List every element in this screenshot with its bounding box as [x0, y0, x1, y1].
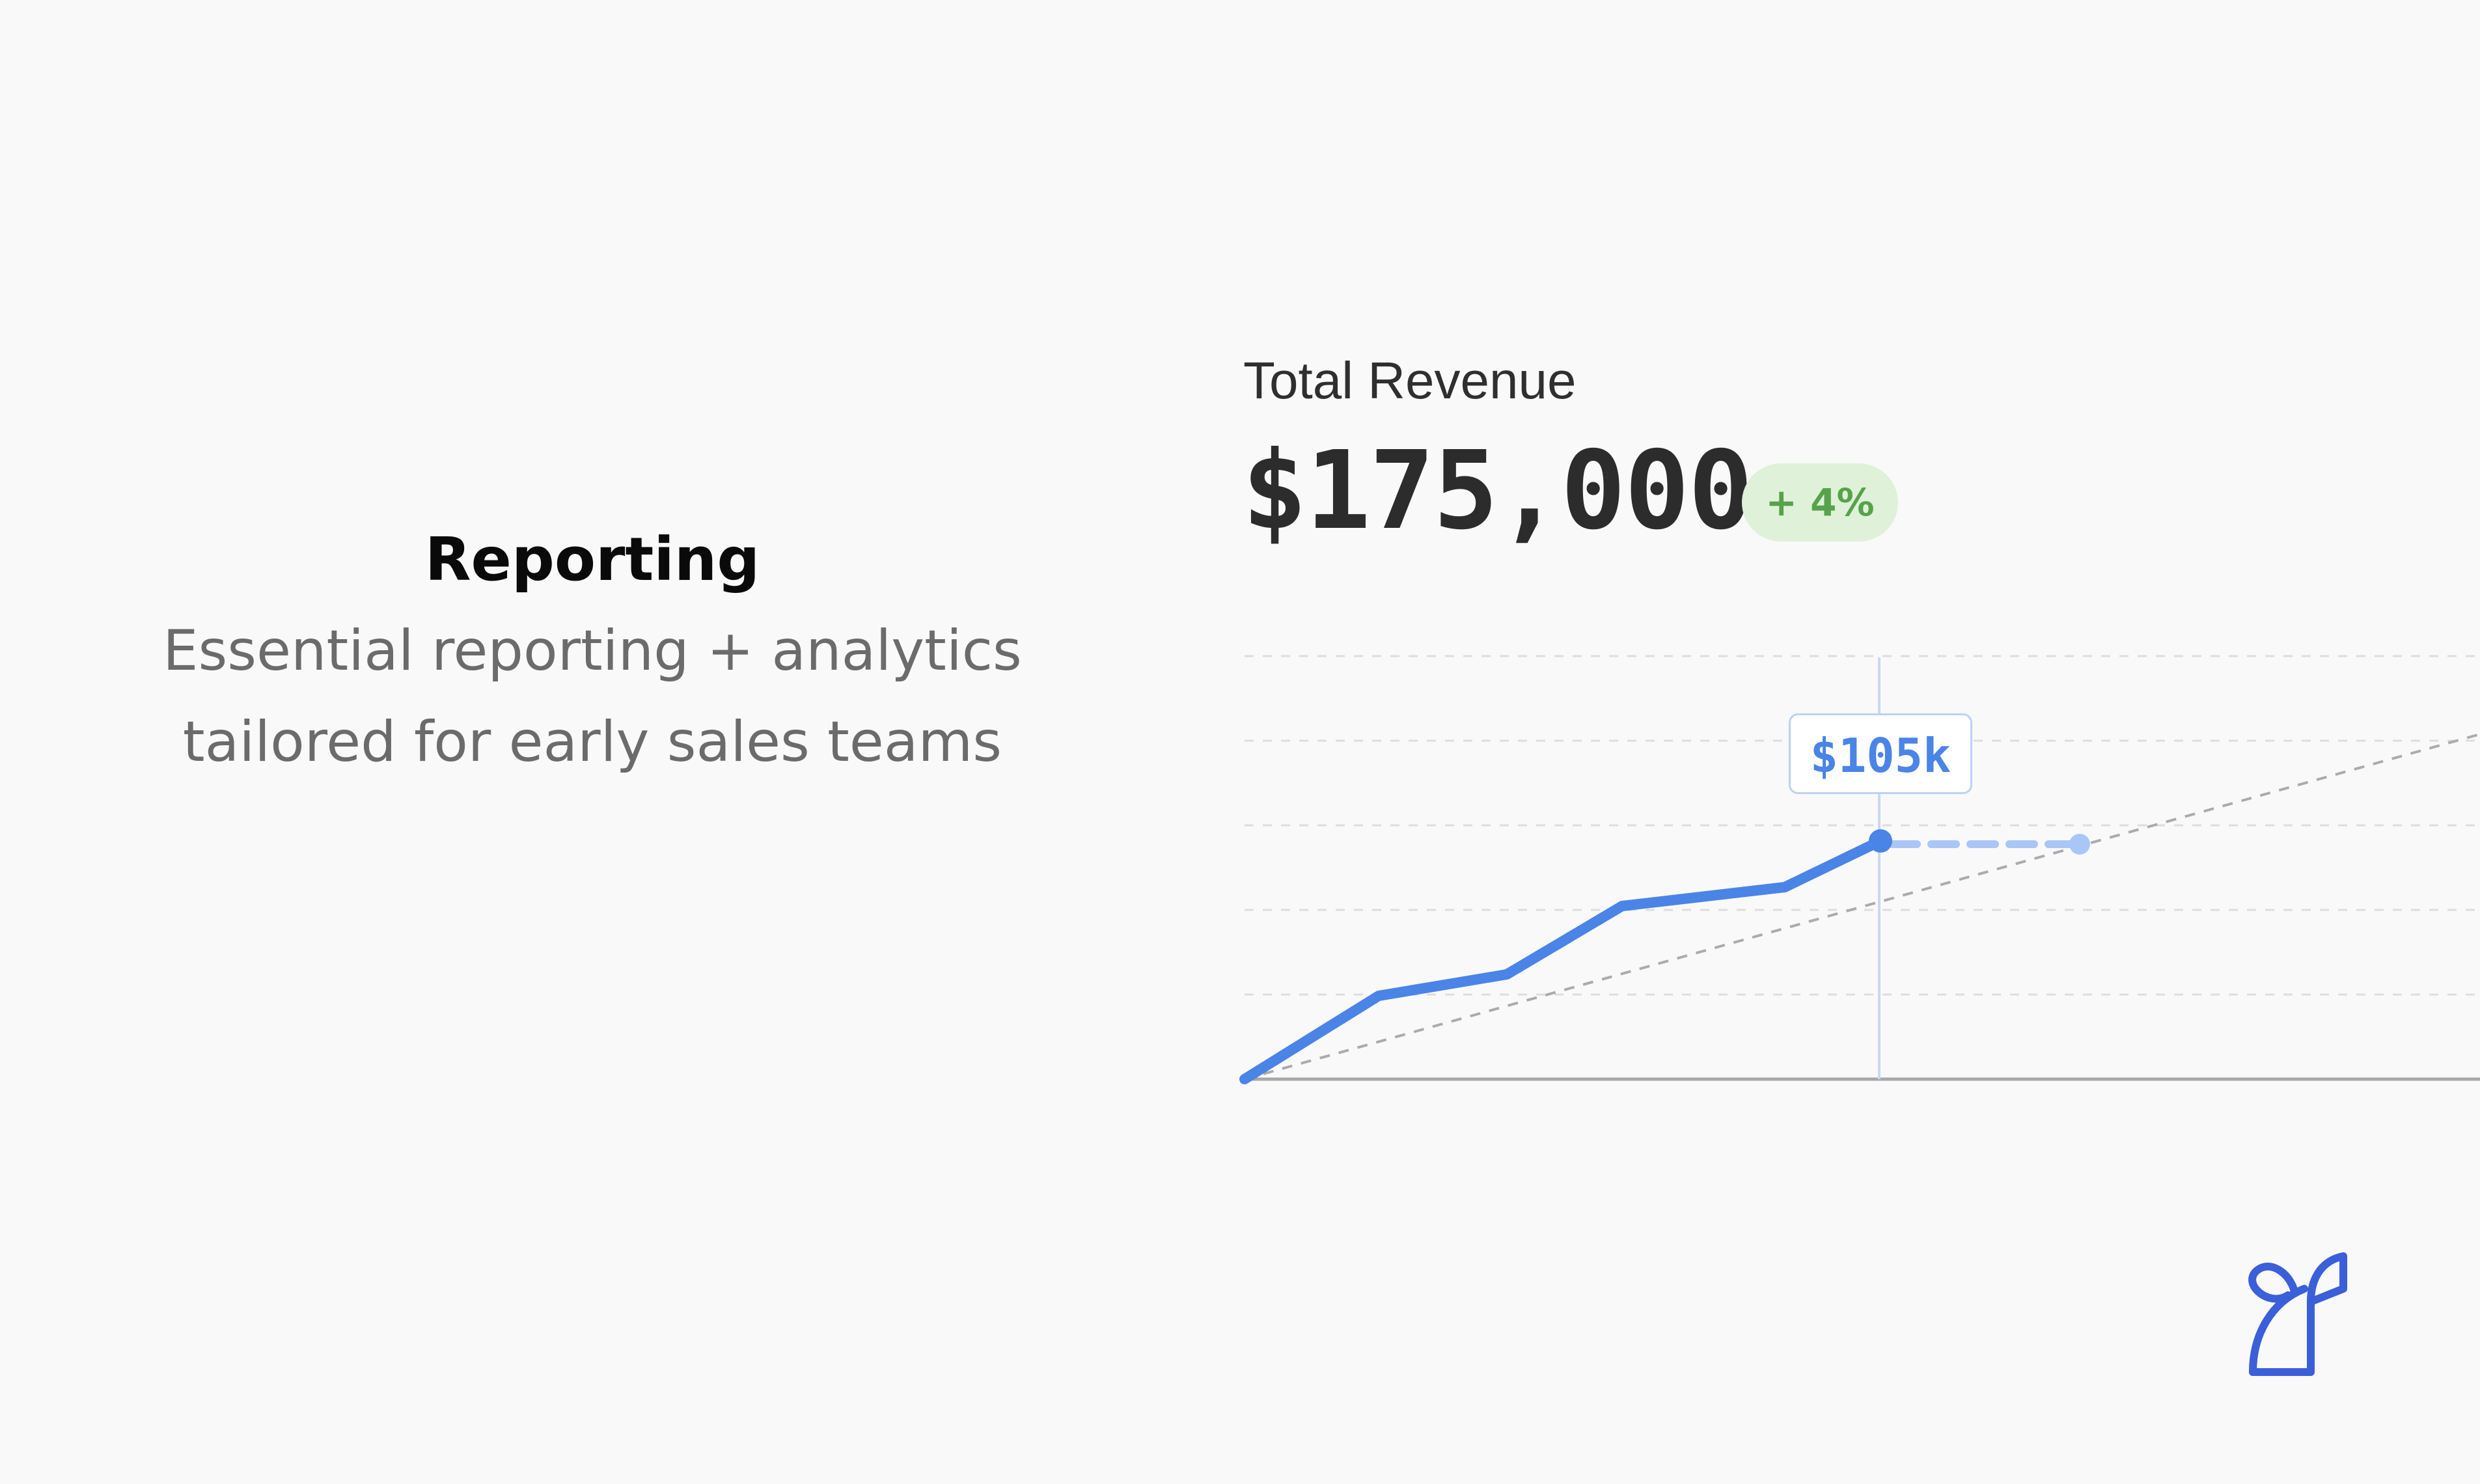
- feature-promo: Reporting Essential reporting + analytic…: [0, 521, 1185, 788]
- feature-description-line-2: tailored for early sales teams: [182, 709, 1002, 775]
- change-badge: + 4%: [1742, 463, 1898, 542]
- feature-description-line-1: Essential reporting + analytics: [163, 618, 1022, 683]
- chart-grid: [1245, 655, 2480, 996]
- revenue-series-line: [1239, 836, 1886, 1084]
- feature-description: Essential reporting + analytics tailored…: [0, 605, 1185, 788]
- metric-label: Total Revenue: [1243, 351, 1577, 409]
- feature-title: Reporting: [424, 525, 760, 594]
- hover-point[interactable]: [1869, 829, 1892, 853]
- value-tooltip: $105k: [1789, 713, 1972, 794]
- sprout-logo-icon: [2248, 1252, 2347, 1376]
- metric-value: $175,000: [1242, 428, 1754, 554]
- projection-point: [2069, 834, 2090, 855]
